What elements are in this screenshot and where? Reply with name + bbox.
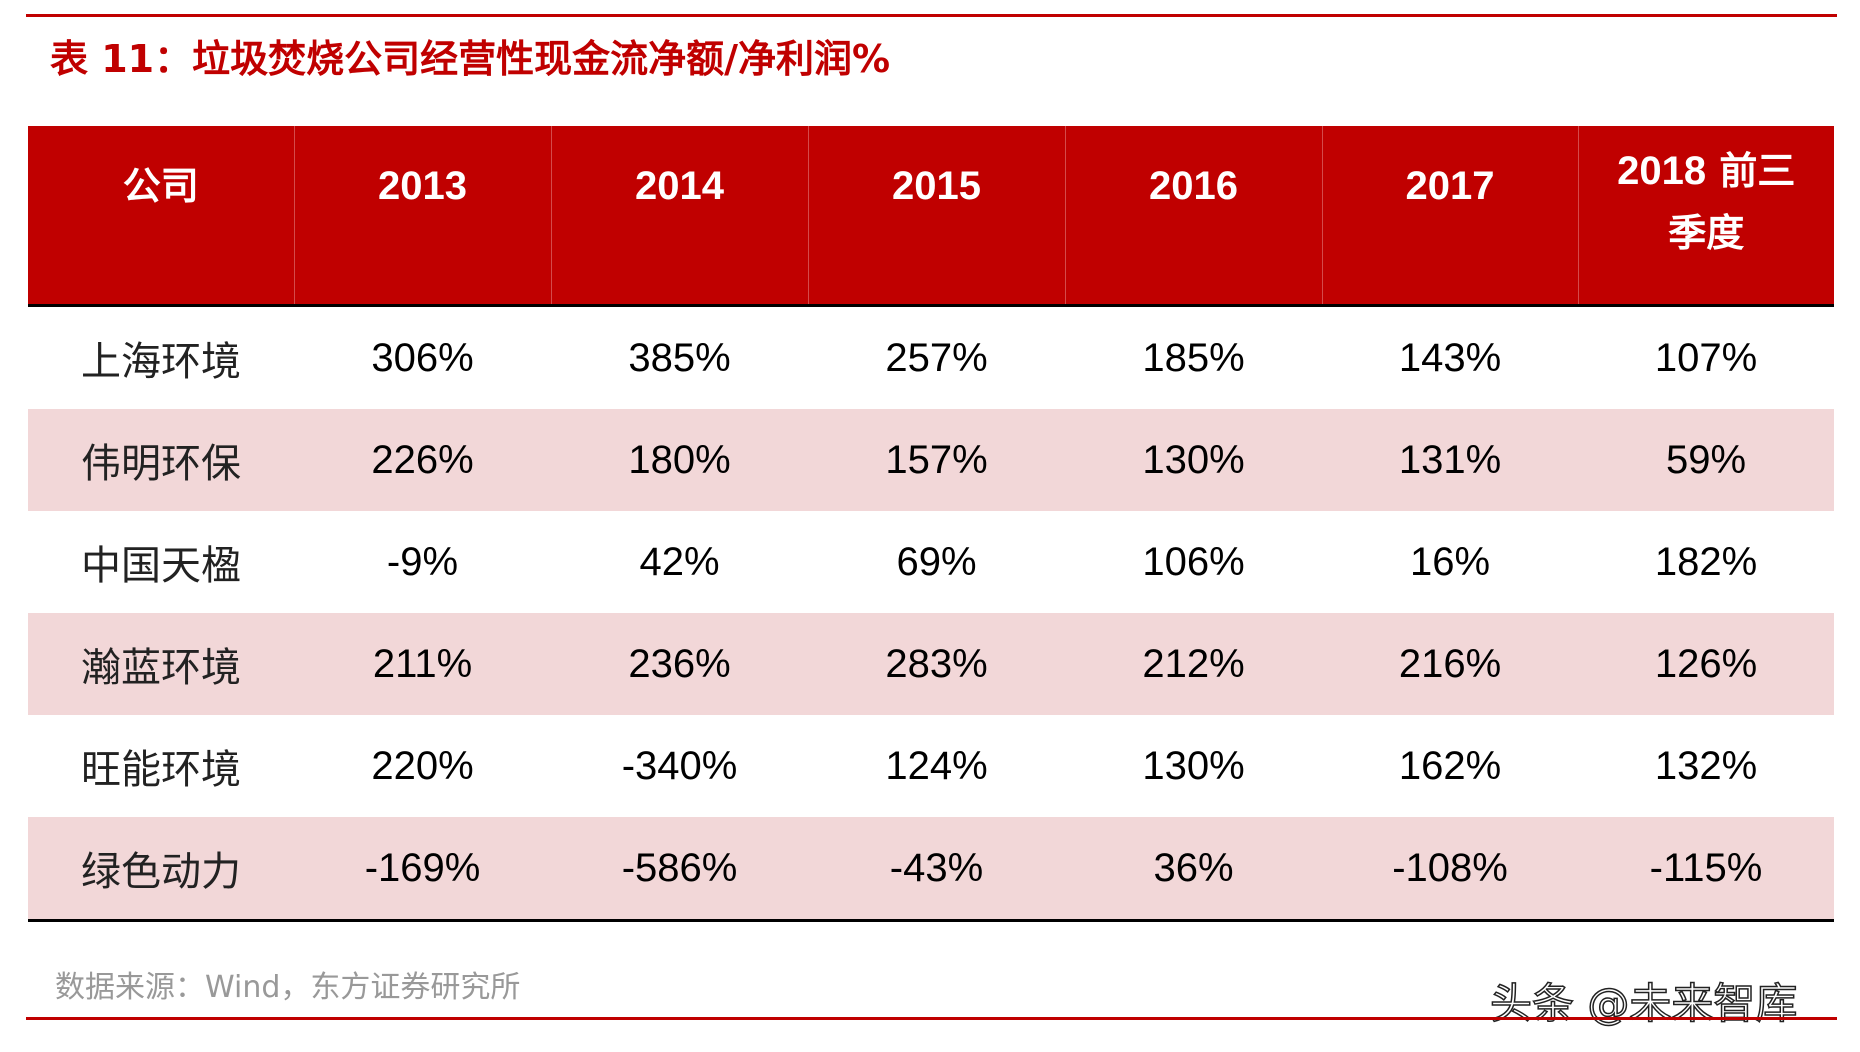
header-2018-q3-label: 2018 前三 季度 bbox=[1579, 140, 1835, 264]
header-company-label: 公司 bbox=[122, 164, 199, 208]
table-row: 旺能环境 220% -340% 124% 130% 162% 132% bbox=[28, 715, 1834, 817]
value-cell: 306% bbox=[371, 335, 474, 380]
value-cell: 130% bbox=[1065, 409, 1322, 511]
value-cell: -9% bbox=[386, 539, 459, 584]
value-cell: 132% bbox=[1654, 743, 1758, 788]
header-2015-label: 2015 bbox=[892, 164, 981, 208]
value-cell: -169% bbox=[294, 817, 551, 922]
value-cell: 130% bbox=[1142, 743, 1245, 788]
value-cell: -340% bbox=[621, 743, 738, 788]
value-cell: 283% bbox=[808, 613, 1065, 715]
value-cell: 182% bbox=[1654, 539, 1758, 584]
header-2014: 2014 bbox=[550, 126, 808, 306]
company-cell: 绿色动力 bbox=[28, 817, 294, 922]
table-row: 中国天楹 -9% 42% 69% 106% 16% 182% bbox=[28, 511, 1834, 613]
header-2018-q3: 2018 前三 季度 bbox=[1577, 126, 1835, 306]
header-2016-label: 2016 bbox=[1149, 164, 1238, 208]
value-cell: 157% bbox=[808, 409, 1065, 511]
value-cell: 220% bbox=[371, 743, 474, 788]
value-cell: 124% bbox=[885, 743, 988, 788]
value-cell: 107% bbox=[1654, 335, 1758, 380]
bottom-rule bbox=[26, 1017, 1837, 1020]
header-2018-suffix: 前三 bbox=[1706, 149, 1796, 193]
header-2014-label: 2014 bbox=[635, 164, 724, 208]
watermark: 头条 @未来智库 bbox=[1489, 978, 1798, 1029]
header-2013: 2013 bbox=[293, 126, 551, 306]
table-row: 绿色动力 -169% -586% -43% 36% -108% -115% bbox=[28, 817, 1834, 922]
table-row: 上海环境 306% 385% 257% 185% 143% 107% bbox=[28, 306, 1834, 410]
value-cell: 211% bbox=[294, 613, 551, 715]
value-cell: 162% bbox=[1398, 743, 1502, 788]
cash-flow-ratio-table: 公司 2013 2014 2015 2016 2017 2018 前三 季度 上… bbox=[28, 126, 1834, 922]
value-cell: 212% bbox=[1065, 613, 1322, 715]
value-cell: 216% bbox=[1322, 613, 1578, 715]
value-cell: 69% bbox=[896, 539, 977, 584]
source-note: 数据来源：Wind，东方证券研究所 bbox=[55, 970, 521, 1005]
value-cell: 59% bbox=[1578, 409, 1834, 511]
table-row: 瀚蓝环境 211% 236% 283% 212% 216% 126% bbox=[28, 613, 1834, 715]
value-cell: 126% bbox=[1578, 613, 1834, 715]
header-2016: 2016 bbox=[1064, 126, 1322, 306]
company-cell: 伟明环保 bbox=[28, 409, 294, 511]
header-2018-year: 2018 bbox=[1617, 149, 1707, 193]
header-2018-line2: 季度 bbox=[1668, 211, 1745, 255]
company-cell: 中国天楹 bbox=[81, 543, 241, 589]
table-title: 表 11：垃圾焚烧公司经营性现金流净额/净利润% bbox=[50, 37, 891, 81]
value-cell: 236% bbox=[551, 613, 808, 715]
value-cell: -43% bbox=[808, 817, 1065, 922]
company-cell: 旺能环境 bbox=[81, 747, 241, 793]
value-cell: 226% bbox=[294, 409, 551, 511]
value-cell: 143% bbox=[1398, 335, 1502, 380]
company-cell: 瀚蓝环境 bbox=[28, 613, 294, 715]
table-row: 伟明环保 226% 180% 157% 130% 131% 59% bbox=[28, 409, 1834, 511]
value-cell: -115% bbox=[1578, 817, 1834, 922]
value-cell: 180% bbox=[551, 409, 808, 511]
value-cell: -108% bbox=[1322, 817, 1578, 922]
header-company: 公司 bbox=[28, 126, 294, 306]
top-rule bbox=[26, 14, 1837, 17]
header-2017-label: 2017 bbox=[1405, 164, 1495, 208]
value-cell: 131% bbox=[1322, 409, 1578, 511]
value-cell: 106% bbox=[1142, 539, 1245, 584]
value-cell: 385% bbox=[628, 335, 731, 380]
value-cell: 257% bbox=[885, 335, 988, 380]
company-cell: 上海环境 bbox=[81, 339, 241, 385]
value-cell: 36% bbox=[1065, 817, 1322, 922]
value-cell: 185% bbox=[1142, 335, 1245, 380]
header-2017: 2017 bbox=[1321, 126, 1578, 306]
value-cell: -586% bbox=[551, 817, 808, 922]
value-cell: 16% bbox=[1409, 539, 1491, 584]
value-cell: 42% bbox=[639, 539, 720, 584]
header-row: 公司 2013 2014 2015 2016 2017 2018 前三 季度 bbox=[28, 126, 1834, 306]
header-2013-label: 2013 bbox=[378, 164, 467, 208]
header-2015: 2015 bbox=[807, 126, 1065, 306]
